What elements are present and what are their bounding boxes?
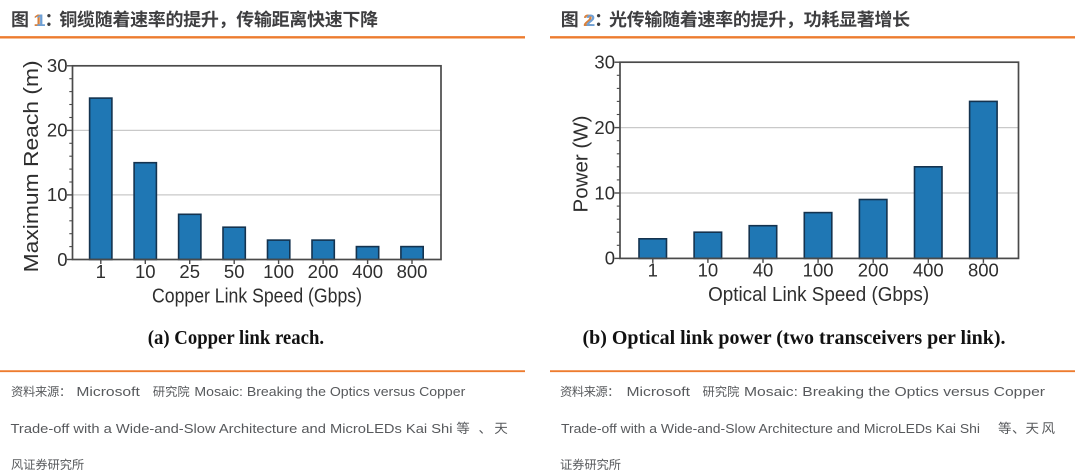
svg-text:(b) Optical link power (two tr: (b) Optical link power (two transceivers… — [583, 327, 1006, 349]
svg-text:20: 20 — [594, 117, 615, 138]
svg-text:Microsoft: Microsoft — [627, 385, 691, 399]
svg-text:25: 25 — [179, 261, 200, 282]
svg-text:Copper Link Speed (Gbps): Copper Link Speed (Gbps) — [152, 285, 362, 307]
svg-text:Power (W): Power (W) — [571, 116, 593, 213]
svg-text:Trade-off with a Wide-and-Slow: Trade-off with a Wide-and-Slow Architect… — [561, 422, 980, 436]
svg-text:0: 0 — [605, 248, 615, 269]
svg-text:10: 10 — [594, 182, 615, 203]
svg-text:(a) Copper link reach.: (a) Copper link reach. — [148, 327, 324, 349]
svg-text:200: 200 — [308, 261, 339, 282]
svg-text:Maximum Reach (m): Maximum Reach (m) — [21, 60, 43, 272]
svg-text:1: 1 — [648, 260, 658, 281]
svg-text:Microsoft: Microsoft — [76, 385, 140, 399]
svg-text:200: 200 — [858, 260, 889, 281]
svg-text:2: 2 — [583, 12, 592, 30]
svg-text:400: 400 — [352, 261, 383, 282]
svg-text:10: 10 — [698, 260, 719, 281]
svg-text:40: 40 — [753, 260, 774, 281]
svg-text:10: 10 — [47, 184, 68, 205]
svg-text:1: 1 — [36, 12, 45, 30]
svg-text:1: 1 — [34, 12, 43, 30]
svg-text:30: 30 — [594, 52, 615, 73]
svg-text:800: 800 — [968, 260, 999, 281]
svg-text:100: 100 — [263, 261, 294, 282]
svg-text:100: 100 — [803, 260, 834, 281]
svg-text:20: 20 — [47, 120, 68, 141]
svg-text:Mosaic: Breaking the Optics ve: Mosaic: Breaking the Optics versus Coppe… — [744, 385, 1045, 399]
svg-text:2: 2 — [586, 12, 595, 30]
svg-text:Optical Link Speed (Gbps): Optical Link Speed (Gbps) — [708, 284, 929, 306]
svg-text:10: 10 — [135, 261, 156, 282]
svg-text:50: 50 — [224, 261, 245, 282]
svg-text:400: 400 — [913, 260, 944, 281]
svg-text:0: 0 — [57, 249, 67, 270]
svg-text:Mosaic: Breaking the Optics ve: Mosaic: Breaking the Optics versus Coppe… — [194, 385, 465, 399]
svg-text:Trade-off with a Wide-and-Slow: Trade-off with a Wide-and-Slow Architect… — [11, 422, 453, 436]
svg-text:30: 30 — [47, 55, 68, 76]
svg-text:800: 800 — [397, 261, 428, 282]
svg-text:1: 1 — [96, 261, 106, 282]
